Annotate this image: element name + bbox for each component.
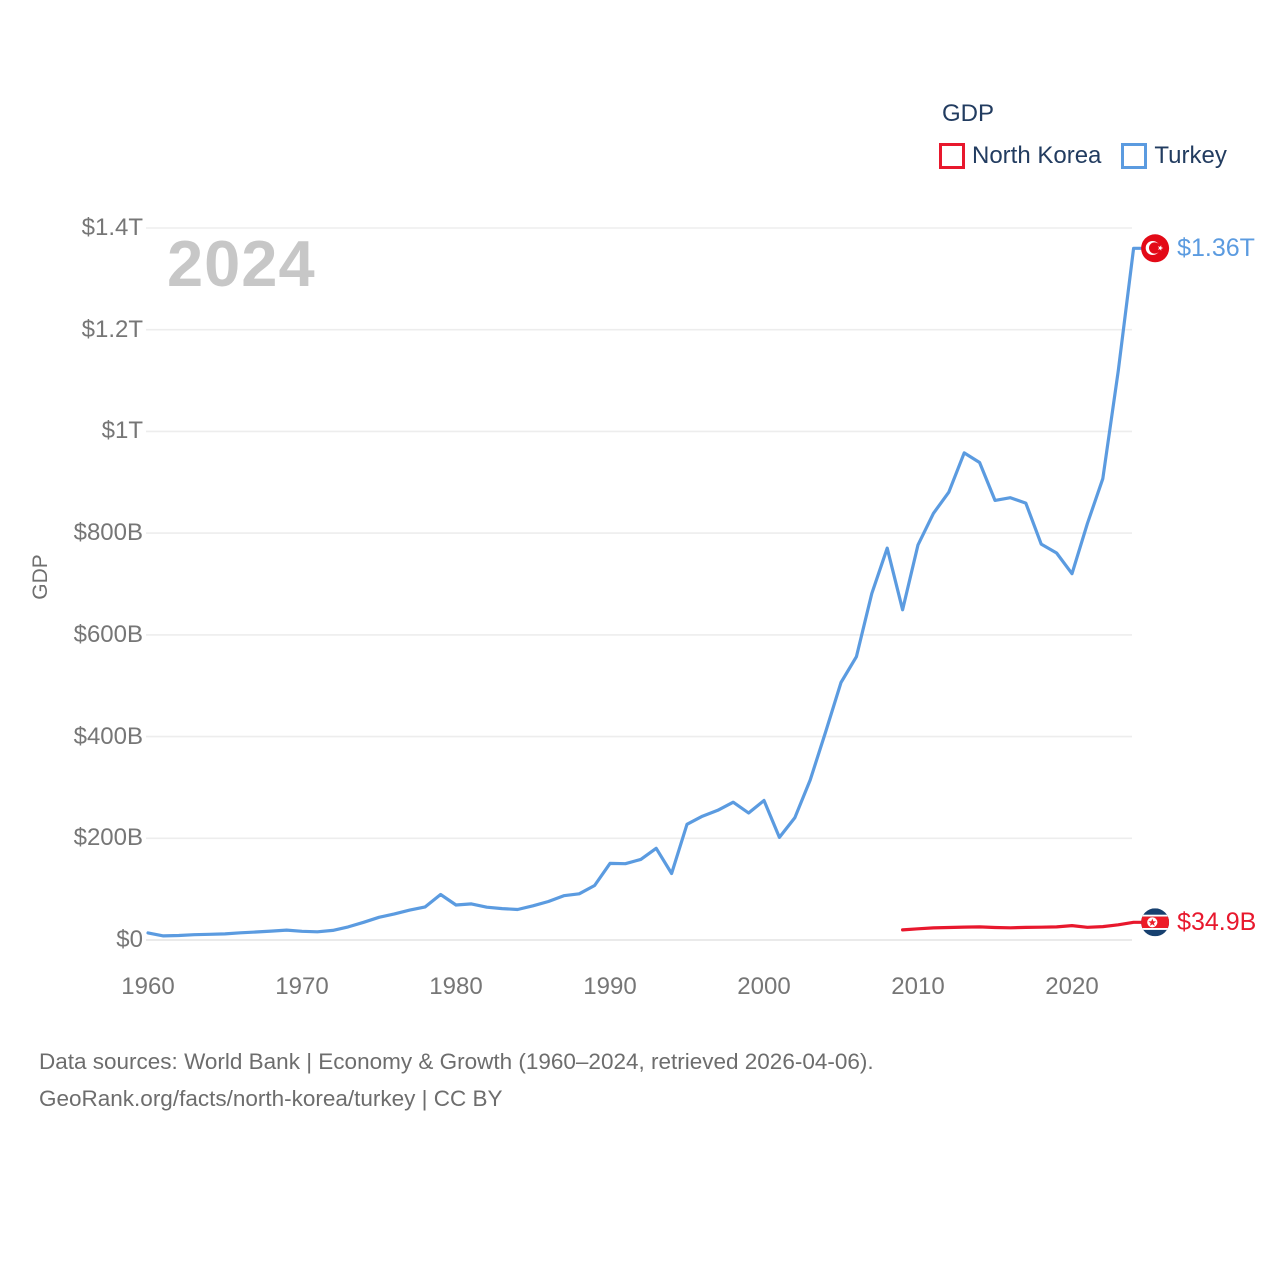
year-watermark: 2024 <box>167 227 316 300</box>
legend-label-north-korea: North Korea <box>972 142 1102 169</box>
x-tick-label: 1990 <box>583 973 637 1000</box>
north-korea-end-value-label: $34.9B <box>1177 908 1257 937</box>
y-tick-label: $0 <box>116 926 143 953</box>
legend-item-north-korea[interactable]: North Korea <box>939 142 1101 170</box>
x-tick-label: 1980 <box>429 973 483 1000</box>
legend-label-turkey: Turkey <box>1154 142 1227 169</box>
y-axis-title: GDP <box>29 554 52 600</box>
x-tick-label: 2020 <box>1045 973 1099 1000</box>
y-tick-label: $800B <box>73 519 143 547</box>
y-tick-label: $600B <box>73 620 143 648</box>
turkey-flag-icon <box>1141 234 1170 263</box>
source-url-line: GeoRank.org/facts/north-korea/turkey | C… <box>39 1085 503 1111</box>
x-tick-label: 1970 <box>275 973 329 1000</box>
x-tick-label: 1960 <box>121 973 175 1000</box>
footer-attribution: Data sources: World Bank | Economy & Gro… <box>39 1044 874 1117</box>
turkey-end-value-label: $1.36T <box>1177 234 1255 263</box>
x-tick-label: 2000 <box>737 973 791 1000</box>
gridlines <box>146 227 1132 941</box>
y-tick-label: $1.2T <box>81 315 143 343</box>
legend-item-turkey[interactable]: Turkey <box>1121 142 1227 170</box>
y-tick-label: $200B <box>73 824 143 852</box>
turkey-line[interactable] <box>146 246 1157 938</box>
data-sources-line: Data sources: World Bank | Economy & Gro… <box>39 1049 874 1074</box>
x-tick-label: 2010 <box>891 973 945 1000</box>
y-tick-label: $1.4T <box>81 214 143 241</box>
north-korea-line[interactable] <box>900 920 1157 932</box>
legend-title: GDP <box>942 100 995 127</box>
y-tick-label: $400B <box>73 722 143 750</box>
legend: North Korea Turkey <box>939 142 1227 170</box>
north-korea-flag-icon <box>1141 908 1170 937</box>
turkey-swatch <box>1121 143 1148 169</box>
y-tick-label: $1T <box>101 417 143 445</box>
north-korea-swatch <box>939 143 965 169</box>
